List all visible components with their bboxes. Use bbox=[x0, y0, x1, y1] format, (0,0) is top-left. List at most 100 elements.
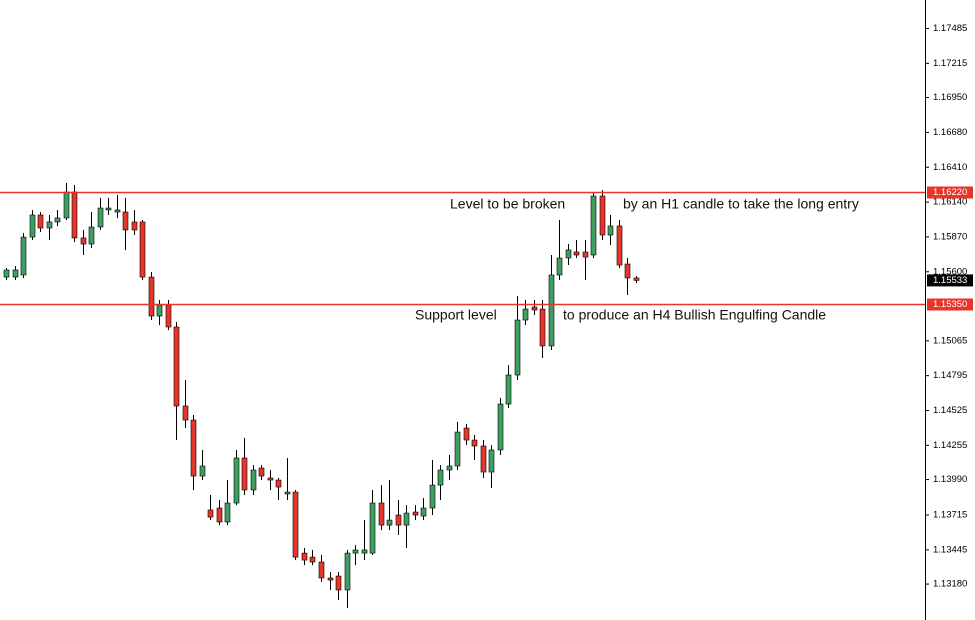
candle-body bbox=[395, 514, 402, 526]
y-tick-label: 1.14795 bbox=[933, 370, 967, 381]
candle-body bbox=[199, 465, 206, 477]
candle-body bbox=[29, 214, 36, 238]
candle-body bbox=[241, 457, 248, 491]
candle-body bbox=[165, 304, 172, 328]
candle-body bbox=[216, 507, 223, 523]
y-tick-label: 1.16140 bbox=[933, 197, 967, 208]
candle-body bbox=[224, 502, 231, 523]
candle-body bbox=[284, 491, 291, 495]
candle-body bbox=[599, 195, 606, 236]
candle-body bbox=[182, 405, 189, 421]
candle-body bbox=[139, 221, 146, 278]
annotation: by an H1 candle to take the long entry bbox=[623, 196, 859, 212]
y-tick-label: 1.14525 bbox=[933, 405, 967, 416]
y-tick-label: 1.13990 bbox=[933, 474, 967, 485]
y-tick-label: 1.15870 bbox=[933, 231, 967, 242]
level-price-label: 1.15350 bbox=[933, 299, 967, 310]
y-tick-label: 1.13445 bbox=[933, 544, 967, 555]
candle-body bbox=[454, 431, 461, 467]
candle-body bbox=[80, 237, 87, 245]
candle-body bbox=[429, 484, 436, 509]
candle-body bbox=[20, 236, 27, 276]
candle-body bbox=[122, 211, 129, 231]
candle-body bbox=[318, 561, 325, 579]
candle-body bbox=[607, 225, 614, 236]
candle-body bbox=[352, 549, 359, 554]
candle-body bbox=[497, 403, 504, 451]
level-price-label: 1.16220 bbox=[933, 187, 967, 198]
candle-body bbox=[463, 427, 470, 441]
level-price-box bbox=[927, 298, 973, 311]
candle-body bbox=[522, 308, 529, 321]
candle-body bbox=[292, 491, 299, 558]
candle-body bbox=[573, 251, 580, 256]
y-tick-label: 1.16410 bbox=[933, 162, 967, 173]
candle-body bbox=[114, 209, 121, 213]
current-price-box bbox=[927, 274, 973, 287]
candle-body bbox=[505, 374, 512, 405]
candle-body bbox=[480, 445, 487, 473]
candle-body bbox=[88, 226, 95, 245]
level-price-box bbox=[927, 186, 973, 199]
candle-body bbox=[71, 191, 78, 239]
candle-body bbox=[590, 195, 597, 256]
candle-body bbox=[531, 306, 538, 311]
candle-body bbox=[309, 556, 316, 563]
y-tick-label: 1.17215 bbox=[933, 58, 967, 69]
candle-body bbox=[437, 469, 444, 486]
candle-body bbox=[386, 519, 393, 526]
candle-body bbox=[556, 257, 563, 276]
candle-body bbox=[327, 577, 334, 581]
candle-body bbox=[633, 277, 640, 281]
candle-body bbox=[420, 507, 427, 517]
candle-body bbox=[37, 214, 44, 229]
candle-body bbox=[539, 308, 546, 347]
y-tick-label: 1.14255 bbox=[933, 440, 967, 451]
candle-body bbox=[565, 249, 572, 259]
candle-body bbox=[471, 439, 478, 447]
candle-body bbox=[616, 225, 623, 266]
candle-body bbox=[514, 319, 521, 376]
y-tick-label: 1.17485 bbox=[933, 23, 967, 34]
y-tick-label: 1.15600 bbox=[933, 266, 967, 277]
candle-body bbox=[335, 575, 342, 591]
candle-body bbox=[548, 274, 555, 347]
candle-body bbox=[148, 276, 155, 317]
candle-body bbox=[624, 263, 631, 279]
candle-body bbox=[378, 502, 385, 526]
candle-body bbox=[488, 449, 495, 473]
current-price-label: 1.15533 bbox=[933, 275, 967, 286]
candle-body bbox=[63, 191, 70, 219]
candle-body bbox=[3, 269, 10, 278]
y-tick-label: 1.15065 bbox=[933, 335, 967, 346]
y-tick-label: 1.13180 bbox=[933, 579, 967, 590]
candle-body bbox=[105, 207, 112, 211]
candle-body bbox=[54, 217, 61, 223]
candle-body bbox=[275, 479, 282, 488]
candle-body bbox=[12, 269, 19, 278]
candle-body bbox=[156, 304, 163, 317]
annotation: Support level bbox=[415, 307, 497, 323]
y-tick-label: 1.16950 bbox=[933, 92, 967, 103]
candle-body bbox=[369, 502, 376, 554]
candle-body bbox=[250, 469, 257, 491]
candle-body bbox=[412, 511, 419, 516]
candle-body bbox=[582, 251, 589, 258]
candle-body bbox=[190, 419, 197, 477]
candle-body bbox=[267, 477, 274, 481]
annotation: Level to be broken bbox=[450, 196, 565, 212]
candle-body bbox=[301, 552, 308, 561]
candle-body bbox=[97, 207, 104, 228]
candle-body bbox=[403, 512, 410, 526]
candle-body bbox=[446, 465, 453, 471]
candle-body bbox=[173, 326, 180, 407]
candle-body bbox=[207, 509, 214, 518]
y-tick-label: 1.13715 bbox=[933, 510, 967, 521]
candle-body bbox=[233, 457, 240, 504]
y-tick-label: 1.16680 bbox=[933, 127, 967, 138]
candle-body bbox=[131, 221, 138, 231]
candle-body bbox=[46, 221, 53, 229]
